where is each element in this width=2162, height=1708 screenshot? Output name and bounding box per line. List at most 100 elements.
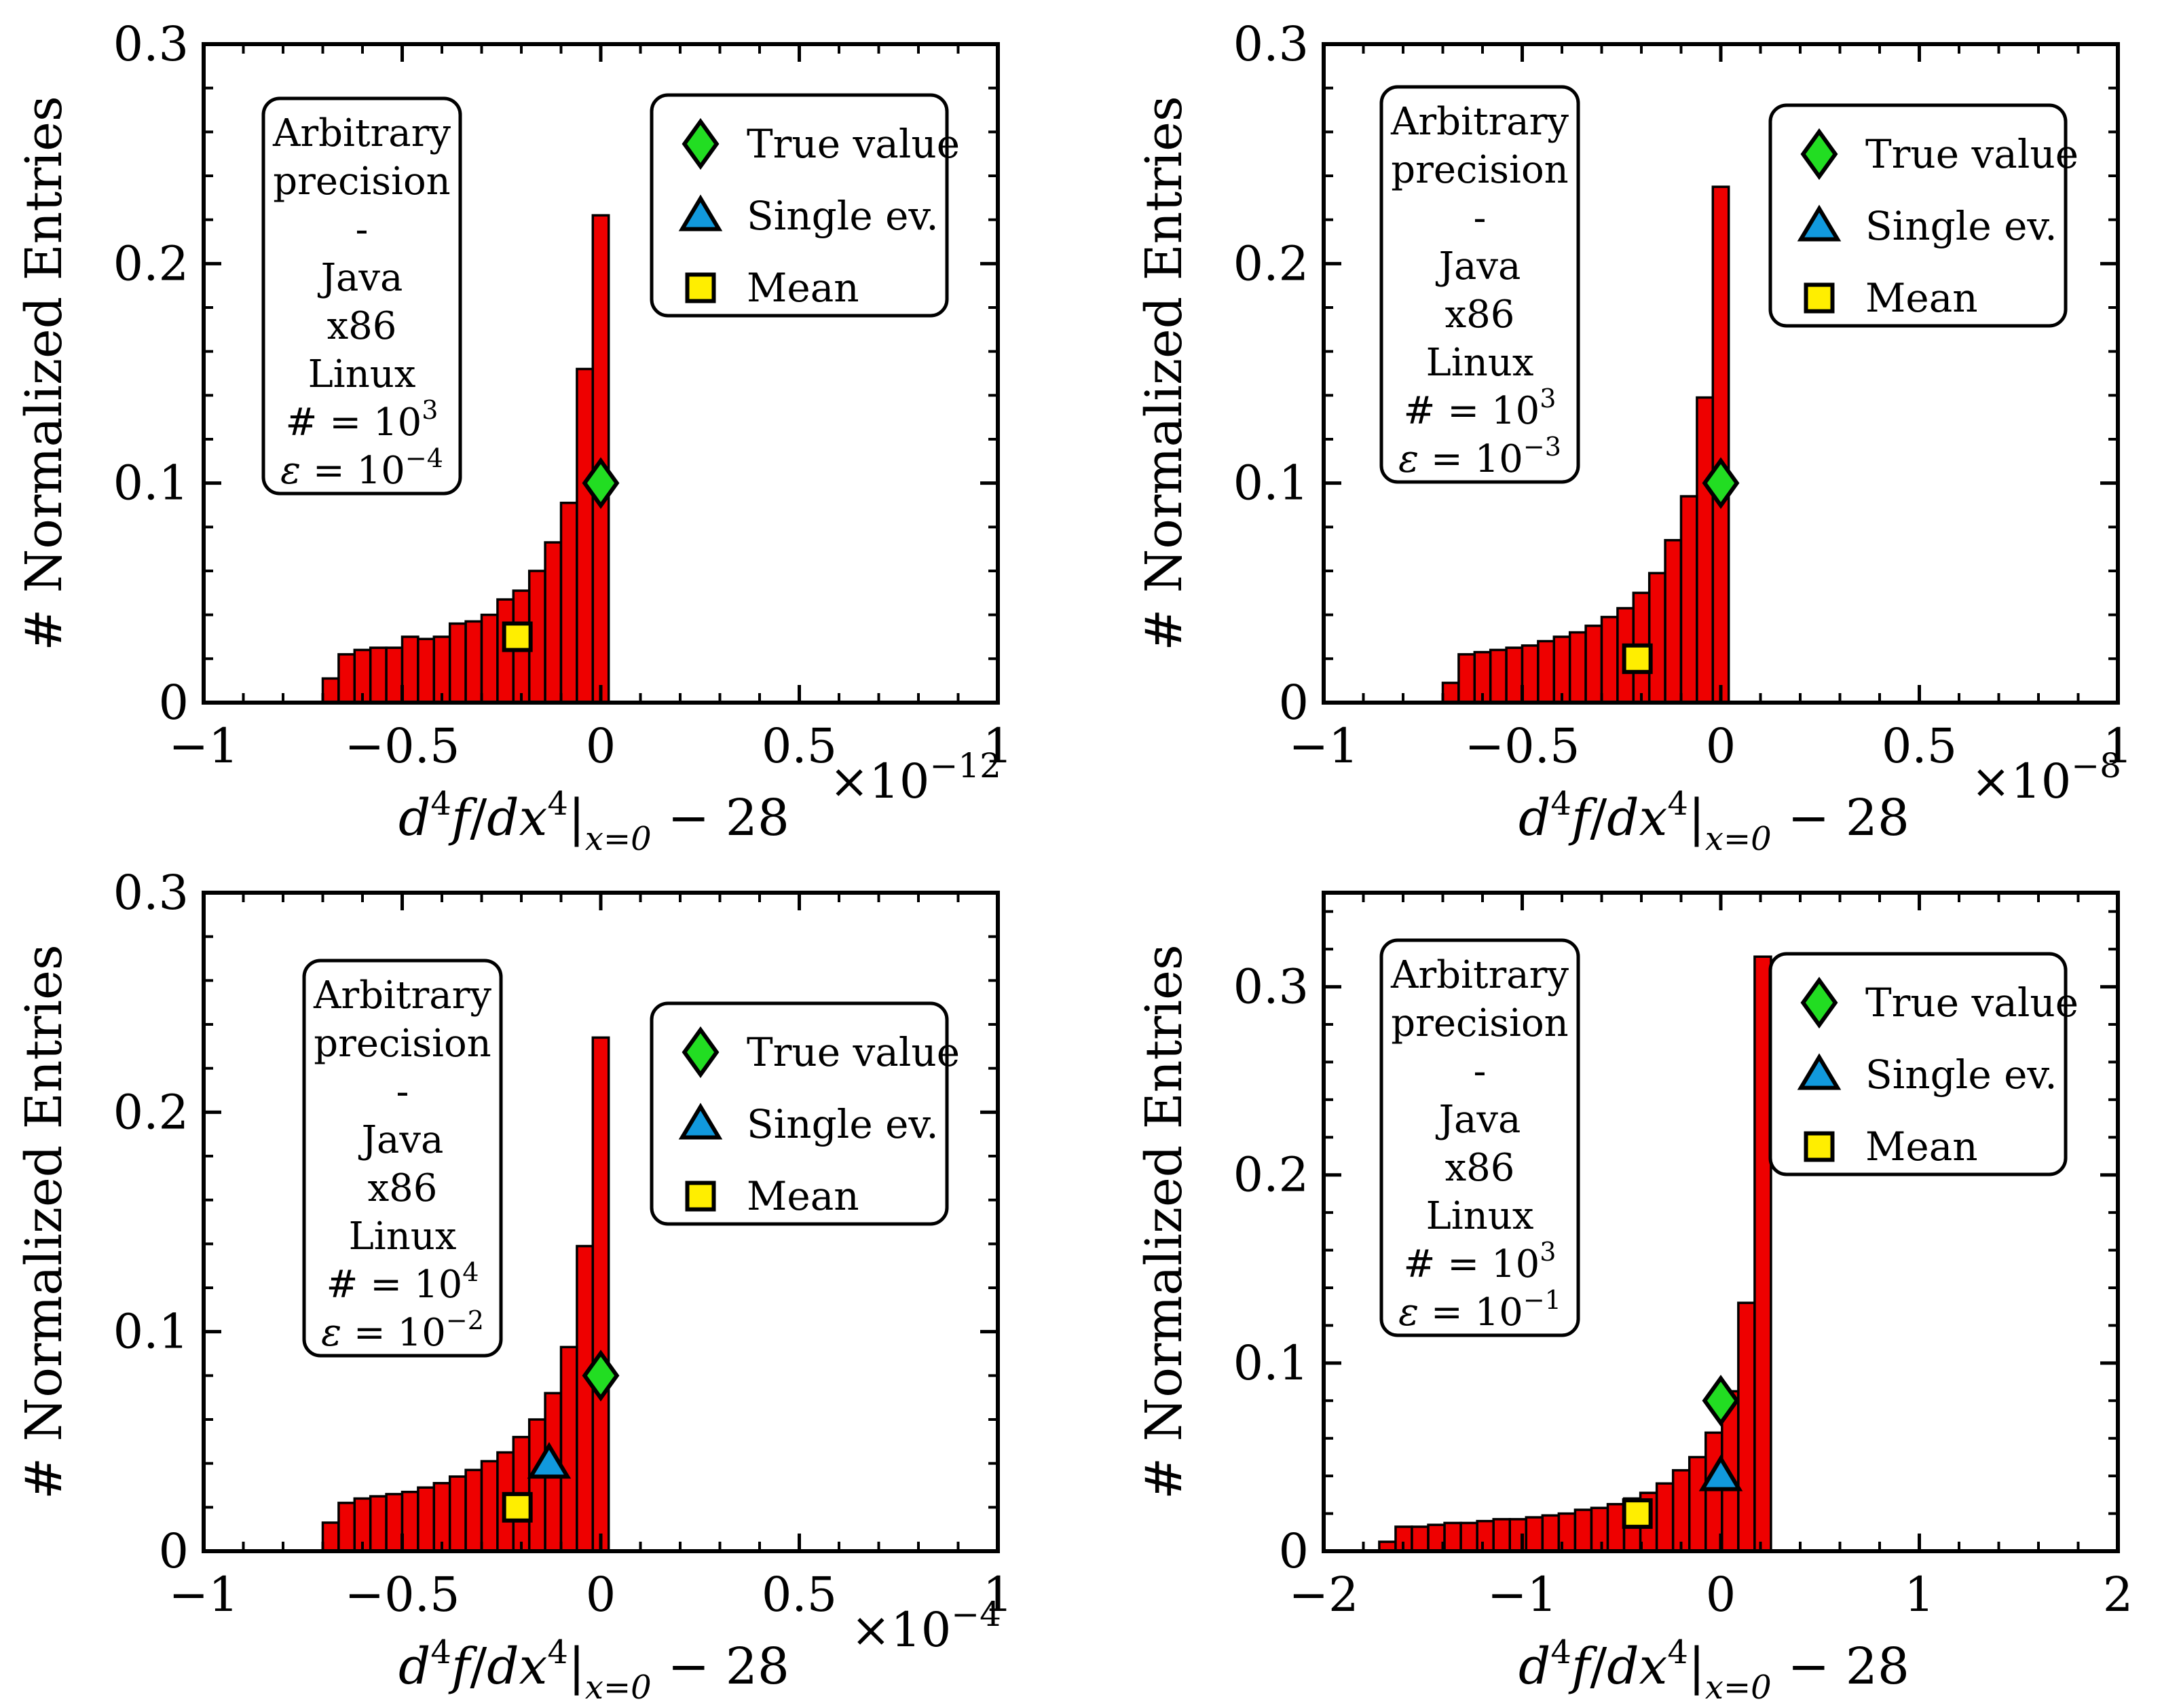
mean-marker xyxy=(502,1491,533,1523)
legend-mean-label: Mean xyxy=(1865,275,1978,321)
histogram-bar xyxy=(417,1486,436,1553)
true-value-marker xyxy=(1702,1375,1740,1427)
legend-single-ev-icon xyxy=(678,1102,723,1140)
info-line: x86 xyxy=(327,304,397,348)
legend-mean-icon xyxy=(1804,282,1835,314)
markers xyxy=(502,457,620,652)
mean-marker xyxy=(502,621,533,652)
x-tick-label: −0.5 xyxy=(345,718,460,774)
histogram-bar xyxy=(321,677,340,704)
x-multiplier: ×10−12 xyxy=(830,746,1001,809)
info-line: Java xyxy=(1436,244,1521,289)
histogram-bar xyxy=(1655,1482,1675,1553)
histogram-bar xyxy=(559,502,578,704)
info-line: Linux xyxy=(1426,1194,1534,1238)
histogram-bar xyxy=(464,620,483,704)
x-tick-label: −0.5 xyxy=(1465,718,1580,774)
x-axis-label: d4f/dx4|x=0 − 28 xyxy=(1518,785,1909,858)
legend-single-ev-icon xyxy=(1797,204,1842,242)
x-tick-label: −1 xyxy=(168,1567,238,1622)
legend-single-ev-label: Single ev. xyxy=(747,193,939,239)
info-count: # = 103 xyxy=(286,395,439,445)
histogram-bar xyxy=(1584,625,1603,704)
info-line: precision xyxy=(1391,148,1568,192)
histogram-bar xyxy=(1552,635,1571,704)
histogram-bar xyxy=(448,1475,467,1553)
histogram-bar xyxy=(432,635,451,704)
histogram-bar xyxy=(1443,1521,1462,1553)
y-tick-label: 0 xyxy=(1278,675,1309,730)
legend-single-ev-label: Single ev. xyxy=(1865,203,2057,249)
x-tick-label: 0.5 xyxy=(762,1567,837,1622)
legend: True value Single ev. Mean xyxy=(650,93,960,318)
legend-single-ev-label: Single ev. xyxy=(1865,1052,2057,1098)
info-box-frame xyxy=(261,96,462,496)
info-line: - xyxy=(356,208,369,252)
y-tick-label: 0 xyxy=(1278,1523,1309,1579)
y-tick-label: 0.3 xyxy=(113,865,189,921)
panel-top-left: −1 −0.5 0 0.5 1 0 0.1 0.2 0.3 # Normalized Entrie… xyxy=(15,16,1013,858)
info-line: Arbitrary xyxy=(272,111,451,155)
info-line: Java xyxy=(318,256,403,300)
histogram-bar xyxy=(1664,538,1683,704)
info-line: Linux xyxy=(349,1214,457,1259)
y-tick-label: 0 xyxy=(158,1523,189,1579)
axes-frame xyxy=(1322,42,2120,705)
x-multiplier: ×10−4 xyxy=(851,1595,1001,1658)
info-line: precision xyxy=(273,160,450,204)
info-line: Linux xyxy=(1426,341,1534,385)
histogram-bar xyxy=(1492,1518,1511,1553)
histogram-bar xyxy=(1476,1519,1495,1553)
info-epsilon: ε = 10−4 xyxy=(280,443,443,493)
histogram-bar xyxy=(337,1502,356,1553)
x-axis-label: d4f/dx4|x=0 − 28 xyxy=(398,1633,789,1707)
true-value-marker xyxy=(582,1350,620,1402)
histogram-bar xyxy=(1573,1508,1593,1553)
info-line: precision xyxy=(1391,1001,1568,1045)
legend-mean-label: Mean xyxy=(747,265,859,311)
x-tick-label: −1 xyxy=(168,718,238,774)
info-line: x86 xyxy=(1445,293,1515,337)
mean-marker xyxy=(1622,643,1653,674)
x-tick-label: −1 xyxy=(1288,718,1358,774)
mean-marker xyxy=(1622,1498,1653,1529)
histogram-bar xyxy=(337,653,356,704)
histogram-bar xyxy=(1600,616,1619,704)
histogram-bar xyxy=(448,622,467,704)
legend-mean-icon xyxy=(1804,1131,1835,1162)
legend-frame xyxy=(1768,103,2068,328)
info-line: precision xyxy=(314,1022,491,1066)
panel-bottom-left: −1 −0.5 0 0.5 1 0 0.1 0.2 0.3 # Normalized Entrie… xyxy=(15,865,1013,1707)
panel-bottom-right: −2 −1 0 1 2 0 0.1 0.2 0.3 # Normalized Entries d4f… xyxy=(1135,891,2133,1707)
info-box-frame xyxy=(1379,938,1580,1337)
y-tick-label: 0.1 xyxy=(1233,1335,1309,1391)
histogram-bar xyxy=(1737,1301,1756,1553)
y-tick-label: 0.2 xyxy=(1233,1147,1309,1203)
x-tick-label: 1 xyxy=(983,1567,1013,1622)
legend-single-ev-label: Single ev. xyxy=(747,1101,939,1147)
info-count: # = 103 xyxy=(1404,384,1557,433)
legend-single-ev-icon xyxy=(678,194,723,231)
histogram-bar xyxy=(1753,955,1772,1553)
info-count: # = 103 xyxy=(1404,1237,1557,1286)
x-tick-label: 1 xyxy=(1904,1567,1935,1622)
histogram-bar xyxy=(464,1468,483,1553)
x-tick-label: −0.5 xyxy=(345,1567,460,1622)
info-line: Java xyxy=(1436,1098,1521,1142)
info-count: # = 104 xyxy=(327,1257,479,1307)
histogram-bar xyxy=(369,1495,388,1553)
y-axis-label: # Normalized Entries xyxy=(15,944,73,1500)
histogram-bars xyxy=(321,1036,610,1553)
info-line: Arbitrary xyxy=(1390,953,1569,997)
histogram-bars xyxy=(1378,955,1772,1553)
markers xyxy=(1622,457,1740,674)
markers xyxy=(1622,1375,1743,1529)
info-epsilon: ε = 10−3 xyxy=(1398,432,1561,481)
single-ev-marker xyxy=(1698,1454,1743,1491)
y-tick-label: 0 xyxy=(158,675,189,730)
y-axis-label: # Normalized Entries xyxy=(1135,96,1193,651)
x-axis-label: d4f/dx4|x=0 − 28 xyxy=(398,785,789,858)
histogram-bar xyxy=(1606,1502,1626,1553)
